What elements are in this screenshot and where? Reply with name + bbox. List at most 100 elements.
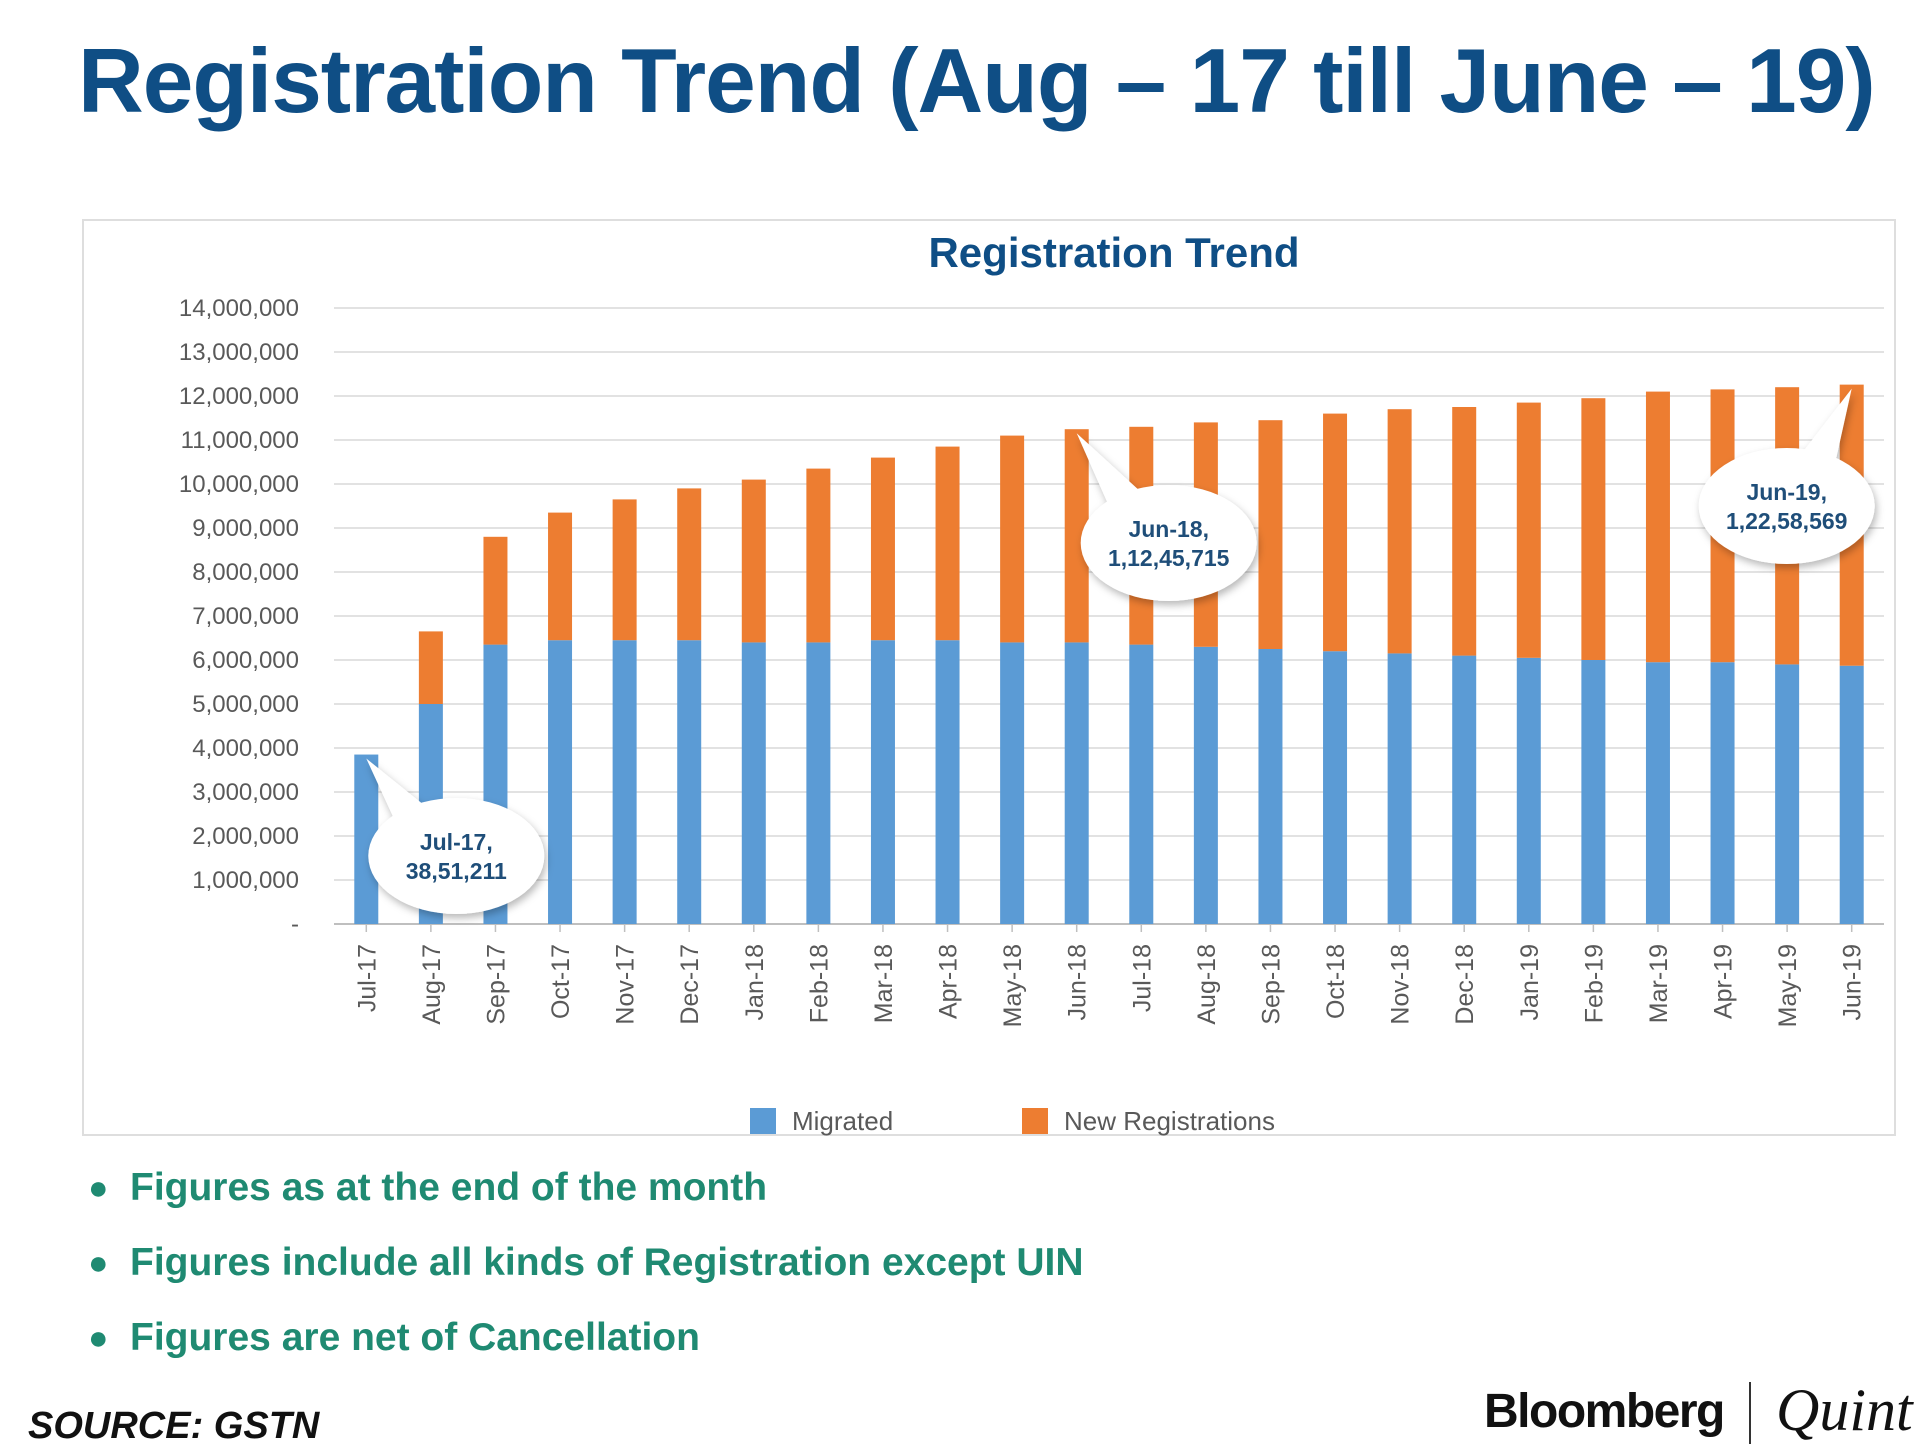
y-tick-label: 7,000,000	[192, 603, 299, 630]
callout-pointer	[1790, 388, 1852, 489]
bar-migrated	[1581, 660, 1606, 924]
y-tick-label: -	[291, 911, 299, 938]
bar-new-registrations	[1452, 407, 1477, 656]
callout: Jun-19, 1,22,58,569	[1698, 388, 1875, 564]
bar-new-registrations	[806, 468, 831, 643]
legend-swatch	[750, 1108, 776, 1134]
note-item: ● Figures are net of Cancellation	[88, 1308, 1084, 1383]
bar-migrated	[1129, 644, 1154, 924]
callout: Jul-17, 38,51,211	[366, 758, 545, 914]
x-tick-label: Jan-19	[1516, 944, 1544, 1020]
y-tick-label: 14,000,000	[179, 295, 299, 322]
registration-trend-chart: Registration Trend - 1,000,000 2,000,000 3,…	[179, 229, 1884, 1136]
legend-swatch	[1022, 1108, 1048, 1134]
x-tick-label: Oct-17	[547, 944, 575, 1019]
callout-value: 1,22,58,569	[1726, 508, 1848, 534]
bar-migrated	[548, 640, 573, 924]
y-tick-label: 4,000,000	[192, 735, 299, 762]
x-tick-label: May-19	[1774, 944, 1802, 1027]
x-tick-label: Sep-18	[1257, 944, 1285, 1025]
y-tick-label: 2,000,000	[192, 823, 299, 850]
x-tick-label: Sep-17	[482, 944, 510, 1025]
bar-new-registrations	[1000, 435, 1025, 643]
x-tick-label: Jun-18	[1064, 944, 1092, 1020]
chart-title: Registration Trend	[928, 229, 1299, 276]
bar-migrated	[1000, 642, 1025, 924]
note-text: Figures include all kinds of Registratio…	[130, 1241, 1084, 1284]
bar-migrated	[1064, 642, 1089, 924]
callout-value: 1,12,45,715	[1108, 545, 1230, 571]
notes-list: ● Figures as at the end of the month ● Fig…	[88, 1158, 1084, 1383]
bar-migrated	[806, 642, 831, 924]
callout-ellipse	[1080, 485, 1257, 601]
x-tick-label: Mar-19	[1645, 944, 1673, 1023]
x-tick-label: Aug-17	[418, 944, 446, 1025]
x-tick-label: Jun-19	[1839, 944, 1867, 1020]
y-tick-label: 5,000,000	[192, 691, 299, 718]
x-tick-label: Apr-18	[935, 944, 963, 1019]
x-tick-label: Nov-17	[612, 944, 640, 1025]
bar-migrated	[1323, 651, 1348, 924]
callout-value: 38,51,211	[406, 858, 507, 884]
callout-label: Jun-19,	[1746, 479, 1827, 505]
x-tick-label: Dec-17	[676, 944, 704, 1025]
legend-label: New Registrations	[1064, 1106, 1275, 1136]
x-tick-label: Jan-18	[741, 944, 769, 1020]
bar-new-registrations	[612, 499, 637, 641]
bar-migrated	[1193, 646, 1218, 924]
note-text: Figures are net of Cancellation	[130, 1316, 700, 1359]
y-tick-label: 13,000,000	[179, 339, 299, 366]
x-tick-label: Jul-17	[353, 944, 381, 1012]
bar-new-registrations	[870, 457, 895, 641]
y-tick-label: 8,000,000	[192, 559, 299, 586]
legend-label: Migrated	[792, 1106, 893, 1136]
bar-new-registrations	[1387, 409, 1412, 654]
bar-migrated	[612, 640, 637, 924]
bar-migrated	[741, 642, 766, 924]
bar-new-registrations	[418, 631, 443, 704]
bar-migrated	[1775, 664, 1800, 924]
y-tick-label: 9,000,000	[192, 515, 299, 542]
callout-label: Jul-17,	[420, 829, 493, 855]
x-tick-label: Dec-18	[1451, 944, 1479, 1025]
bar-migrated	[1452, 655, 1477, 924]
logo-divider	[1749, 1382, 1751, 1444]
callout-bubble	[1698, 388, 1875, 564]
bar-new-registrations	[1645, 391, 1670, 663]
x-tick-label: Nov-18	[1387, 944, 1415, 1025]
x-tick-label: Oct-18	[1322, 944, 1350, 1019]
bullet-icon: ●	[88, 1319, 109, 1357]
bar-new-registrations	[935, 446, 960, 641]
x-tick-label: May-18	[999, 944, 1027, 1027]
bloombergquint-logo: Bloomberg Quint	[1484, 1377, 1920, 1450]
y-axis-ticks: - 1,000,000 2,000,000 3,000,000 4,000,000 5,0…	[179, 295, 299, 938]
y-tick-label: 12,000,000	[179, 383, 299, 410]
bullet-icon: ●	[88, 1169, 109, 1207]
callout-label: Jun-18,	[1128, 516, 1209, 542]
x-axis-ticks: Jul-17 Aug-17 Sep-17 Oct-17 Nov-17 Dec-17 Jan-…	[353, 924, 1867, 1027]
bar-migrated	[1258, 649, 1283, 924]
callout-pointer	[366, 758, 440, 848]
bar-migrated	[1710, 662, 1735, 924]
x-tick-label: Feb-18	[805, 944, 833, 1023]
callout: Jun-18, 1,12,45,715	[1076, 433, 1257, 601]
callout-ellipse	[1698, 448, 1875, 564]
x-tick-label: Mar-18	[870, 944, 898, 1023]
x-tick-label: Aug-18	[1193, 944, 1221, 1025]
y-tick-label: 1,000,000	[192, 867, 299, 894]
bar-migrated	[1839, 665, 1864, 924]
page-title: Registration Trend (Aug – 17 till June –…	[78, 31, 1876, 132]
legend-item: Migrated	[750, 1106, 893, 1136]
bar-migrated	[870, 640, 895, 924]
legend: Migrated New Registrations	[750, 1106, 1275, 1136]
callout-pointer	[1076, 433, 1155, 533]
logo-brand: Bloomberg	[1484, 1385, 1725, 1438]
bar-new-registrations	[1581, 398, 1606, 660]
bullet-icon: ●	[88, 1244, 109, 1282]
gridlines	[334, 307, 1884, 925]
x-tick-label: Apr-19	[1710, 944, 1738, 1019]
bar-new-registrations	[548, 512, 573, 641]
bar-migrated	[935, 640, 960, 924]
note-text: Figures as at the end of the month	[130, 1166, 768, 1209]
callout-bubble	[366, 758, 545, 914]
